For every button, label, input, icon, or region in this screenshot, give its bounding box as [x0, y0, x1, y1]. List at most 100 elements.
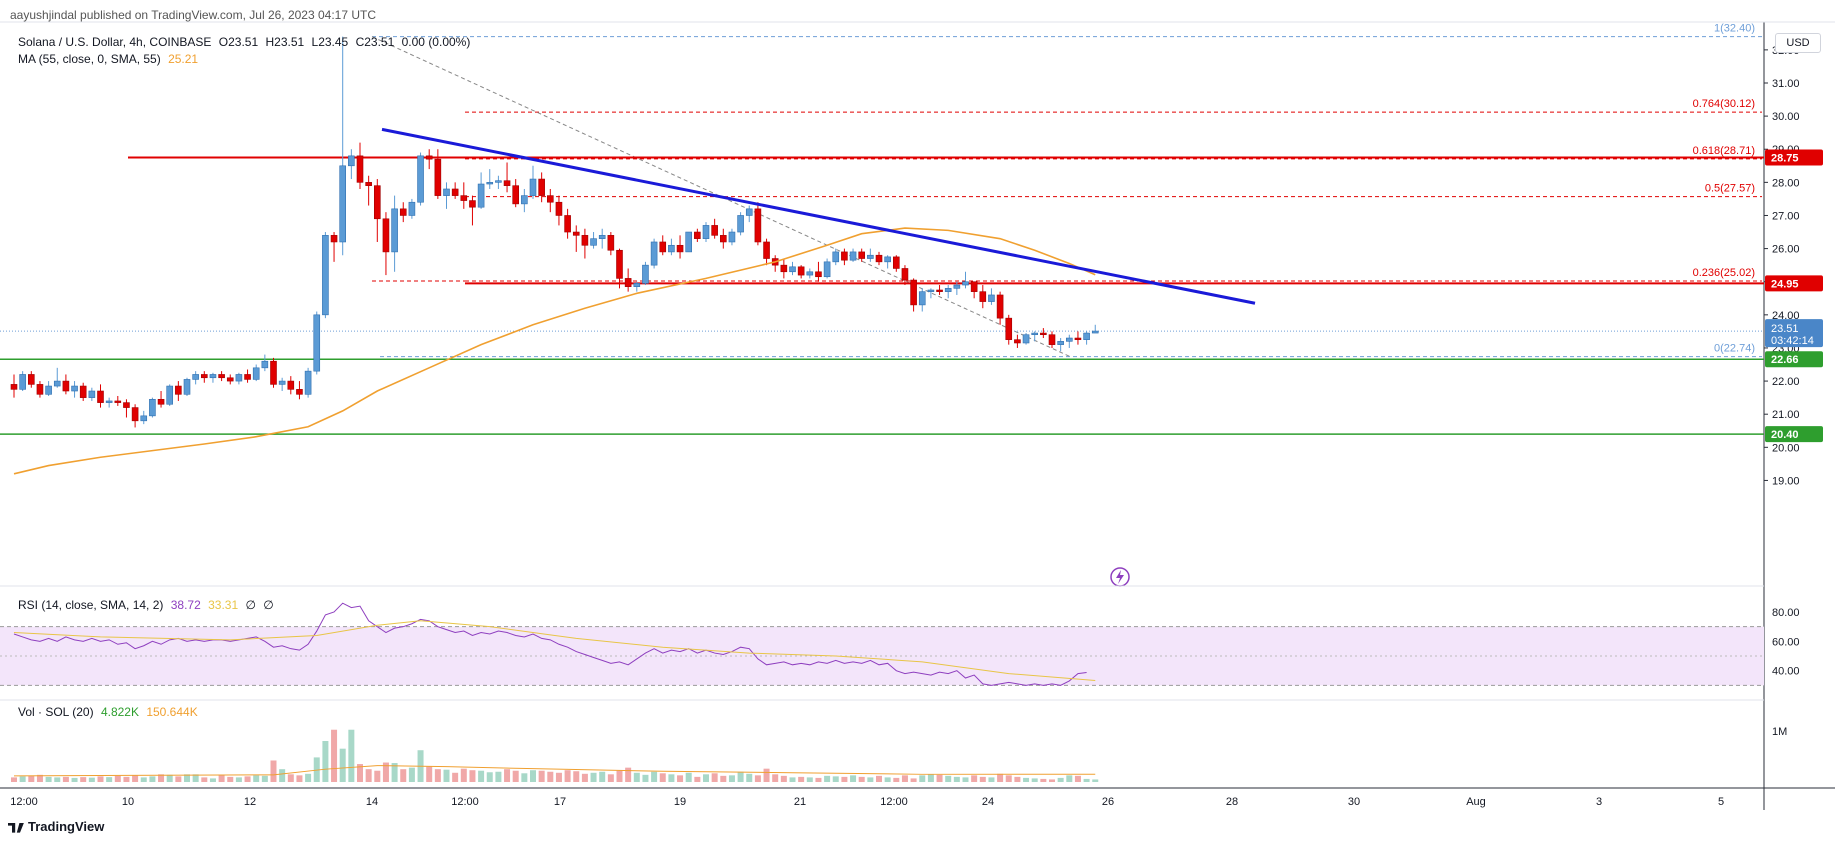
- candle-body: [1014, 339, 1021, 344]
- time-tick-label: 21: [794, 796, 806, 808]
- volume-bar: [287, 774, 294, 782]
- volume-bar: [694, 776, 701, 782]
- volume-bar: [893, 777, 900, 782]
- time-tick-label: 3: [1596, 796, 1602, 808]
- candle-body: [304, 370, 312, 395]
- volume-bar: [573, 771, 580, 782]
- candle-body: [1057, 341, 1064, 345]
- ma-legend: MA (55, close, 0, SMA, 55) 25.21: [18, 52, 198, 66]
- volume-bar: [62, 776, 69, 782]
- candle-body: [806, 271, 814, 276]
- candle-body: [962, 281, 969, 286]
- candle-body: [313, 314, 321, 372]
- candle-body: [512, 185, 520, 205]
- volume-bar: [1031, 778, 1038, 782]
- volume-bar: [677, 775, 684, 782]
- volume-bar: [659, 773, 666, 782]
- candle-body: [555, 201, 563, 216]
- candle-body: [927, 289, 935, 292]
- volume-bar: [919, 775, 926, 782]
- rsi-line: [13, 602, 1087, 686]
- candle-body: [1074, 337, 1082, 340]
- candle-body: [261, 360, 269, 369]
- candle-body: [339, 165, 347, 243]
- candle-body: [244, 374, 251, 380]
- candle-body: [581, 235, 589, 246]
- volume-bar: [772, 774, 779, 782]
- volume-bar: [45, 776, 52, 782]
- candle-body: [183, 379, 191, 395]
- candle-body: [728, 231, 736, 243]
- volume-bar: [997, 773, 1004, 782]
- currency-button[interactable]: USD: [1775, 33, 1821, 53]
- candle-body: [382, 218, 390, 253]
- volume-bar: [581, 773, 588, 782]
- volume-bar: [720, 775, 727, 782]
- candle-body: [996, 294, 1004, 319]
- volume-bar: [616, 770, 623, 782]
- volume-bar: [901, 775, 908, 782]
- time-tick-label: 17: [554, 796, 566, 808]
- time-tick-label: 24: [982, 796, 994, 808]
- volume-bar: [876, 775, 882, 782]
- volume-bar: [88, 777, 95, 782]
- candle-body: [910, 279, 917, 306]
- candle-body: [278, 380, 286, 385]
- candle-body: [348, 155, 355, 167]
- candle-body: [417, 155, 424, 203]
- ohlc-change: 0.00 (0.00%): [401, 35, 471, 49]
- candle-body: [944, 288, 952, 292]
- candle-body: [1022, 334, 1030, 344]
- rsi-sma-value: 33.31: [208, 598, 239, 612]
- volume-bar: [106, 777, 113, 782]
- price-level-tag-text: 22.66: [1771, 354, 1799, 366]
- time-tick-label: 12: [244, 796, 256, 808]
- volume-ma-value: 150.644K: [146, 705, 198, 719]
- volume-bar: [357, 764, 363, 782]
- candle-body: [53, 380, 61, 387]
- volume-bar: [279, 769, 286, 782]
- candle-body: [745, 208, 753, 216]
- candle-body: [486, 182, 494, 185]
- time-tick-label: 28: [1226, 796, 1238, 808]
- volume-bar: [460, 768, 467, 782]
- rsi-tick-label: 60.00: [1772, 636, 1800, 648]
- tradingview-logo: TradingView: [8, 819, 104, 834]
- volume-bar: [668, 774, 675, 782]
- volume-bar: [443, 769, 450, 782]
- candle-body: [797, 266, 805, 276]
- volume-bar: [953, 776, 960, 782]
- volume-bar: [486, 772, 493, 782]
- volume-bar: [1074, 775, 1081, 782]
- volume-bar: [867, 777, 874, 782]
- volume-bar: [322, 741, 329, 782]
- candle-body: [892, 256, 900, 269]
- volume-bar: [806, 777, 813, 782]
- tradingview-logo-icon: [8, 822, 24, 833]
- candle-body: [789, 266, 796, 273]
- candle-body: [252, 367, 260, 380]
- price-tick-label: 27.00: [1772, 210, 1800, 222]
- ohlc-open: O23.51: [218, 35, 259, 49]
- candle-body: [590, 238, 597, 246]
- candle-body: [451, 188, 459, 196]
- candle-body: [737, 215, 744, 233]
- candle-body: [157, 398, 165, 405]
- volume-bar: [988, 777, 995, 782]
- volume-bar: [339, 748, 346, 782]
- candle-body: [365, 182, 372, 186]
- fib-diagonal-line: [371, 36, 1071, 358]
- volume-bar: [192, 774, 199, 782]
- candle-body: [131, 407, 139, 422]
- time-tick-label: 30: [1348, 796, 1360, 808]
- candle-body: [572, 231, 580, 236]
- volume-bar: [971, 775, 978, 782]
- candle-body: [105, 400, 113, 403]
- price-level-tag-text: 24.95: [1771, 278, 1799, 290]
- candle-body: [780, 264, 788, 273]
- rsi-extra-2: ∅: [263, 598, 274, 612]
- fib-level-label: 0(22.74): [1714, 343, 1755, 355]
- volume-bar: [633, 772, 640, 782]
- candle-body: [650, 241, 658, 266]
- price-tick-label: 28.00: [1772, 177, 1800, 189]
